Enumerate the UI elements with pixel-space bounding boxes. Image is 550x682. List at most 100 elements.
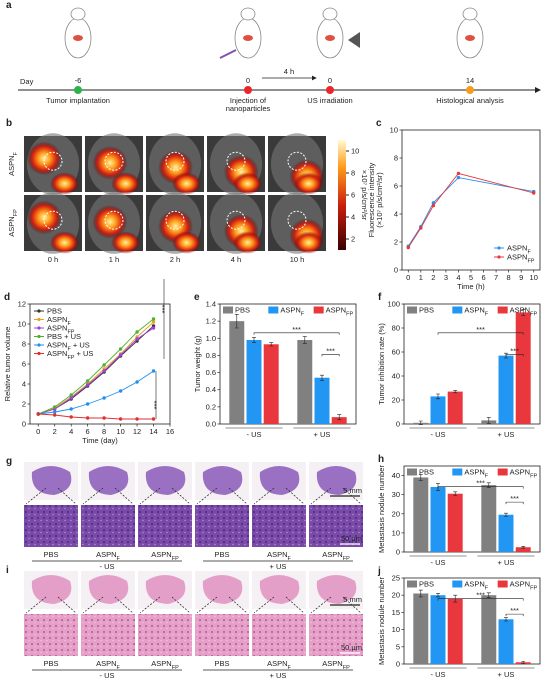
label-base: ASPN — [510, 468, 530, 477]
y-tick-label: 4 — [394, 210, 398, 219]
label-base: ASPN — [326, 306, 346, 315]
zoom-lines — [196, 487, 248, 505]
label-subscript: F — [13, 151, 19, 155]
colorbar-tick-label: 10 — [351, 147, 359, 156]
y-tick-label: 5 — [396, 642, 400, 651]
zoom-lines — [253, 487, 305, 505]
y-tick-label: 2 — [394, 238, 398, 247]
legend-label: ASPNF — [464, 306, 488, 318]
panel-letter: b — [6, 118, 12, 129]
legend-label: PBS — [419, 306, 434, 315]
error-bar — [521, 660, 526, 664]
image-signal — [233, 231, 263, 254]
error-bar — [453, 390, 458, 394]
event-day: 0 — [246, 76, 250, 85]
bar — [229, 321, 245, 424]
label-subscript: F — [288, 556, 292, 562]
event-day: 14 — [466, 76, 474, 85]
label-base: ASPN — [47, 324, 67, 333]
data-point — [151, 369, 156, 373]
zoom-lines — [253, 596, 305, 614]
y-tick-label: 20 — [392, 396, 400, 405]
event-day: -6 — [75, 76, 82, 85]
x-tick-label: 0 — [36, 427, 40, 436]
micro-image — [24, 505, 78, 547]
image-signal — [50, 172, 80, 195]
tissue-section — [202, 466, 243, 495]
zoom-lines — [196, 596, 248, 614]
label-subscript: FP — [343, 665, 350, 671]
column-label: ASPNFP — [151, 659, 179, 671]
x-tick-label: 1 — [419, 273, 423, 282]
bar — [263, 344, 279, 424]
label-subscript: F — [117, 556, 121, 562]
group-label: - US — [100, 671, 115, 680]
bar — [515, 312, 531, 424]
legend-marker — [37, 317, 41, 322]
panel-letter: i — [6, 565, 9, 576]
legend-label: PBS — [47, 307, 62, 316]
x-tick-label: 2 — [431, 273, 435, 282]
legend-label: ASPNF — [464, 468, 488, 480]
significance-bracket — [321, 354, 340, 357]
label-subscript: F — [485, 312, 489, 318]
label-base: PBS — [43, 550, 58, 559]
significance-label: *** — [326, 346, 335, 355]
legend-label: ASPNFP — [507, 253, 535, 265]
panel-letter: j — [377, 566, 381, 577]
y-tick-label: 0 — [396, 420, 400, 429]
data-point — [419, 226, 423, 230]
label-subscript: F — [117, 665, 121, 671]
legend-marker — [37, 351, 41, 356]
error-bar — [436, 393, 440, 400]
image-signal — [50, 231, 80, 254]
tissue-section — [31, 575, 72, 604]
series-line — [38, 318, 154, 415]
group-label: + US — [270, 671, 287, 680]
label-base: PBS — [419, 580, 434, 589]
error-bar — [436, 593, 440, 598]
image-signal — [92, 146, 128, 180]
y-tick-label: 20 — [392, 591, 400, 600]
tissue-section — [88, 575, 129, 604]
y-tick-label: 8 — [394, 154, 398, 163]
colorbar-tick-label: 4 — [351, 213, 355, 222]
column-label: ASPNF — [96, 659, 120, 671]
label-subscript: FP — [13, 209, 19, 216]
category-label: + US — [498, 430, 515, 439]
label-base: ASPN — [507, 253, 527, 262]
label-base: ASPN — [280, 306, 300, 315]
label-base: ASPN — [47, 341, 67, 350]
label-base: PBS — [43, 659, 58, 668]
data-point — [118, 389, 123, 393]
label-subscript: FP — [67, 355, 74, 361]
micro-image — [252, 505, 306, 547]
y-tick-label: 15 — [392, 608, 400, 617]
x-tick-label: 5 — [469, 273, 473, 282]
scale-label: 50 μm — [341, 534, 362, 543]
label-base: ASPN — [510, 306, 530, 315]
x-tick-label: 4 — [456, 273, 460, 282]
panel-letter: a — [6, 0, 12, 11]
data-point — [406, 245, 410, 250]
label-subscript: FP — [343, 556, 350, 562]
legend-marker — [37, 334, 41, 339]
x-tick-label: 6 — [86, 427, 90, 436]
image-signal — [92, 205, 128, 239]
tissue-section — [145, 575, 186, 604]
micro-image — [138, 505, 192, 547]
image-signal — [172, 231, 202, 254]
colorbar-tick-label: 2 — [351, 235, 355, 244]
error-bar — [418, 420, 423, 425]
error-bar — [486, 417, 491, 424]
roi-circle — [104, 210, 124, 230]
data-point — [135, 380, 139, 384]
legend-marker — [497, 246, 501, 250]
column-label: ASPNFP — [322, 550, 350, 562]
tissue-section — [316, 466, 357, 495]
data-point — [151, 320, 156, 324]
data-point — [69, 393, 73, 397]
legend-swatch — [452, 580, 463, 588]
y-tick-label: 0.0 — [206, 420, 216, 429]
series-line — [38, 413, 154, 420]
